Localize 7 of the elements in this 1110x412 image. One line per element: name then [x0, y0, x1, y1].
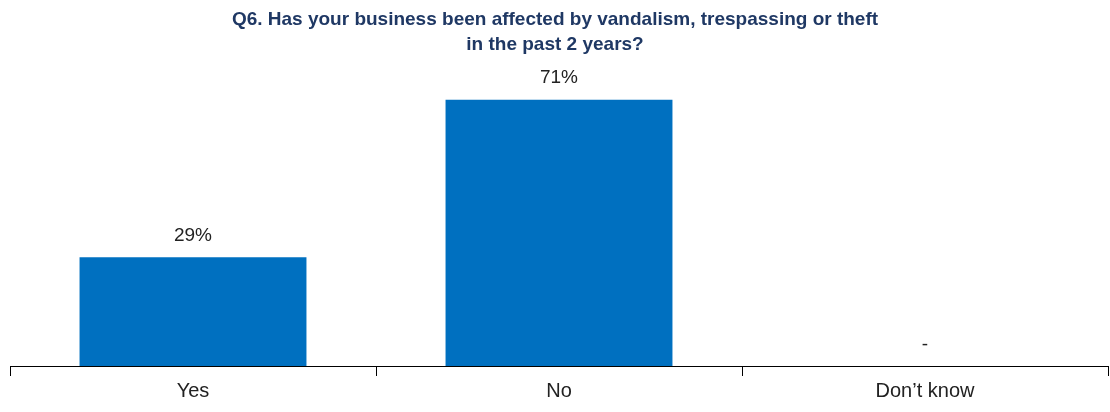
x-tick-label: No	[546, 378, 572, 401]
data-label: 71%	[539, 66, 579, 88]
chart-title: Q6. Has your business been affected by vandalism, trespassing or theft in the past 2 years?	[230, 7, 880, 56]
x-tick-label: Don’t know	[875, 378, 976, 401]
text: -	[921, 332, 929, 354]
data-label: 29%	[173, 223, 213, 245]
x-tick-label: Yes	[176, 378, 210, 401]
